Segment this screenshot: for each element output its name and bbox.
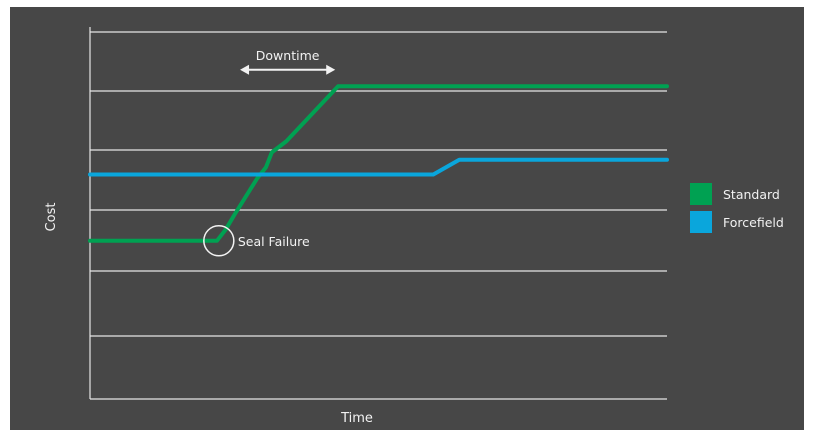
grid-lines	[90, 31, 667, 400]
cost-over-time-chart: Downtime Seal Failure Cost Time Standard F…	[44, 27, 784, 426]
legend-swatch-standard	[690, 183, 712, 205]
legend: Standard Forcefield	[690, 183, 784, 233]
legend-label-standard: Standard	[723, 187, 780, 202]
chart-frame: Downtime Seal Failure Cost Time Standard F…	[10, 7, 804, 430]
downtime-label: Downtime	[256, 48, 320, 63]
legend-swatch-forcefield	[690, 211, 712, 233]
series-line-forcefield	[88, 157, 669, 177]
legend-label-forcefield: Forcefield	[723, 215, 784, 230]
series-line-standard	[88, 84, 669, 243]
y-axis-label: Cost	[44, 203, 59, 232]
seal-failure-marker-icon	[203, 225, 235, 257]
annotations: Downtime Seal Failure	[203, 48, 336, 257]
series-lines	[88, 84, 669, 243]
seal-failure-label: Seal Failure	[238, 234, 310, 249]
x-axis-label: Time	[340, 411, 373, 426]
downtime-arrowhead-right-icon	[326, 64, 336, 75]
downtime-arrowhead-left-icon	[240, 64, 250, 75]
